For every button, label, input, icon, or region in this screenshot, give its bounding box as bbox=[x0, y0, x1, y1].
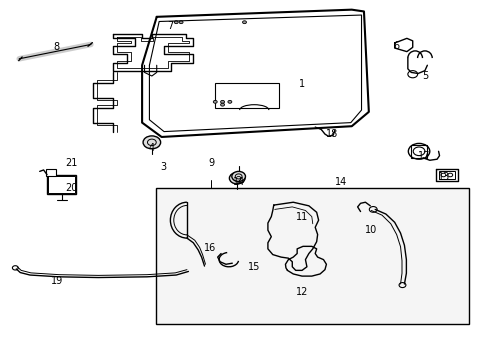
Text: 10: 10 bbox=[365, 225, 377, 235]
Text: 14: 14 bbox=[232, 177, 244, 187]
Text: 1: 1 bbox=[298, 79, 305, 89]
Text: 21: 21 bbox=[65, 158, 78, 168]
Bar bbox=[215, 83, 278, 108]
Text: 18: 18 bbox=[325, 129, 338, 139]
Text: 3: 3 bbox=[160, 162, 166, 172]
Text: 15: 15 bbox=[247, 262, 260, 272]
Text: 14: 14 bbox=[334, 177, 346, 187]
Circle shape bbox=[242, 21, 246, 24]
Text: 13: 13 bbox=[437, 172, 449, 182]
Bar bbox=[156, 188, 468, 324]
Text: 2: 2 bbox=[235, 176, 241, 186]
Circle shape bbox=[213, 100, 217, 103]
Text: 11: 11 bbox=[295, 212, 307, 221]
Text: 9: 9 bbox=[208, 158, 214, 168]
Text: 17: 17 bbox=[417, 150, 429, 161]
Bar bbox=[48, 176, 75, 193]
Bar bbox=[47, 175, 76, 194]
Circle shape bbox=[220, 100, 224, 103]
Circle shape bbox=[227, 100, 231, 103]
Bar bbox=[45, 169, 56, 176]
Bar bbox=[410, 145, 426, 158]
Circle shape bbox=[143, 136, 160, 149]
Text: 12: 12 bbox=[295, 287, 307, 297]
Text: 6: 6 bbox=[393, 41, 399, 50]
Circle shape bbox=[407, 71, 417, 78]
Bar bbox=[438, 171, 454, 179]
Circle shape bbox=[174, 21, 178, 24]
Circle shape bbox=[229, 172, 244, 184]
Text: 5: 5 bbox=[421, 71, 427, 81]
Text: 4: 4 bbox=[148, 143, 155, 153]
Text: 8: 8 bbox=[54, 42, 60, 52]
Text: 19: 19 bbox=[51, 276, 63, 286]
Circle shape bbox=[220, 103, 224, 106]
Text: 16: 16 bbox=[204, 243, 216, 253]
Circle shape bbox=[179, 21, 183, 24]
Text: 20: 20 bbox=[65, 183, 78, 193]
Text: 7: 7 bbox=[167, 21, 173, 31]
Circle shape bbox=[231, 171, 245, 181]
